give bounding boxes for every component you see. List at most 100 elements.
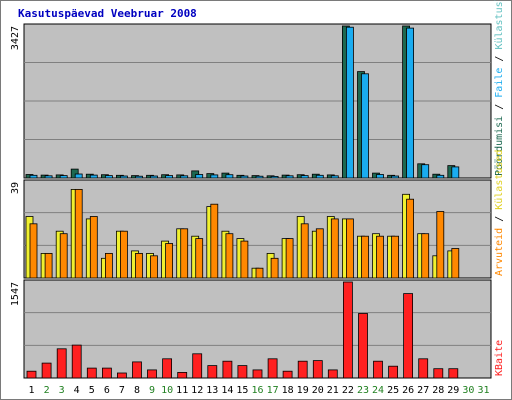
x-label-day-9: 9 (149, 385, 155, 396)
bar-requests-faile-day-26 (406, 27, 415, 179)
x-label-day-15: 15 (236, 385, 248, 396)
bar-requests-faile-day-11 (180, 175, 189, 179)
bar-visits-arvuteid-day-19 (300, 223, 309, 279)
bar-requests-faile-day-8 (135, 175, 143, 179)
bar-kbytes-kbaite-day-1 (26, 370, 37, 379)
bar-visits-arvuteid-day-9 (150, 255, 158, 279)
bar-visits-arvuteid-day-10 (165, 243, 174, 279)
bar-requests-faile-day-1 (29, 174, 38, 179)
bar-requests-faile-day-16 (255, 175, 264, 179)
kbytes-panel (23, 279, 492, 379)
legend-sites: Arvuteid (494, 228, 505, 276)
bar-kbytes-kbaite-day-17 (267, 358, 278, 379)
bar-requests-faile-day-10 (165, 175, 174, 179)
bar-kbytes-kbaite-day-21 (327, 369, 338, 379)
requests-ymax-label: 3427 (10, 26, 21, 50)
bar-kbytes-kbaite-day-23 (358, 313, 368, 379)
bar-visits-arvuteid-day-6 (105, 252, 113, 279)
bar-visits-arvuteid-day-28 (436, 211, 445, 279)
bar-kbytes-kbaite-day-15 (237, 365, 248, 379)
x-label-day-8: 8 (134, 385, 140, 396)
x-label-day-2: 2 (44, 385, 50, 396)
bar-kbytes-kbaite-day-20 (312, 360, 323, 379)
bar-visits-arvuteid-day-11 (180, 228, 189, 279)
bar-kbytes-kbaite-day-16 (252, 369, 263, 379)
bar-visits-arvuteid-day-12 (195, 238, 204, 279)
bar-requests-faile-day-22 (345, 26, 354, 179)
x-label-day-20: 20 (312, 385, 324, 396)
bar-visits-arvuteid-day-27 (421, 233, 430, 279)
bar-kbytes-kbaite-day-14 (222, 360, 233, 379)
bar-kbytes-kbaite-day-28 (433, 368, 444, 379)
bar-kbytes-kbaite-day-9 (147, 369, 157, 379)
bar-visits-arvuteid-day-3 (59, 233, 68, 279)
bar-kbytes-kbaite-day-12 (192, 353, 203, 379)
x-label-day-23: 23 (357, 385, 369, 396)
bar-requests-faile-day-5 (89, 174, 98, 179)
bar-requests-faile-day-24 (376, 174, 384, 179)
bar-kbytes-kbaite-day-11 (177, 371, 188, 379)
bar-visits-arvuteid-day-14 (225, 233, 234, 279)
bar-requests-faile-day-25 (391, 175, 400, 179)
bar-kbytes-kbaite-day-22 (342, 281, 353, 379)
bar-kbytes-kbaite-day-5 (86, 367, 97, 379)
x-label-day-21: 21 (327, 385, 339, 396)
bar-visits-arvuteid-day-26 (406, 198, 415, 279)
x-label-day-25: 25 (387, 385, 399, 396)
x-label-day-18: 18 (282, 385, 294, 396)
legend-pages: Pöördumisi (494, 116, 505, 176)
bar-requests-faile-day-18 (285, 175, 294, 179)
bar-requests-faile-day-9 (150, 175, 158, 179)
bar-requests-faile-day-4 (74, 173, 83, 179)
bar-visits-arvuteid-day-1 (29, 223, 38, 279)
visits-ymax-label: 39 (10, 182, 21, 194)
x-label-day-6: 6 (104, 385, 110, 396)
bar-visits-arvuteid-day-20 (315, 228, 324, 279)
bar-visits-arvuteid-day-23 (361, 235, 369, 279)
x-label-day-13: 13 (206, 385, 218, 396)
x-label-day-22: 22 (342, 385, 354, 396)
bar-visits-arvuteid-day-21 (330, 218, 339, 279)
bar-requests-faile-day-27 (421, 164, 430, 179)
x-axis-labels: 1 2 3 4 5 6 7 8 9 10 11 12 13 14 15 16 17 18 19 20 21 22 23 24 2… (28, 385, 489, 396)
bar-requests-faile-day-2 (44, 175, 53, 179)
plot-area (23, 279, 492, 379)
bar-visits-arvuteid-day-29 (451, 248, 460, 279)
x-label-day-14: 14 (221, 385, 233, 396)
bar-visits-arvuteid-day-16 (255, 267, 264, 279)
x-label-day-16: 16 (251, 385, 263, 396)
bar-requests-faile-day-6 (105, 175, 113, 179)
legend-visits: Külastused (494, 150, 505, 210)
x-label-day-31: 31 (477, 385, 489, 396)
bar-kbytes-kbaite-day-29 (448, 368, 459, 379)
legend-kbytes: KBaite (494, 340, 505, 376)
x-label-day-5: 5 (89, 385, 95, 396)
bar-requests-faile-day-20 (315, 174, 324, 179)
bar-requests-faile-day-15 (240, 175, 249, 179)
x-label-day-10: 10 (161, 385, 173, 396)
bar-requests-faile-day-28 (436, 174, 445, 179)
bar-visits-arvuteid-day-18 (285, 238, 294, 279)
bar-kbytes-kbaite-day-10 (162, 358, 173, 379)
bar-requests-faile-day-17 (270, 175, 279, 179)
bar-visits-arvuteid-day-24 (376, 235, 384, 279)
bar-requests-faile-day-7 (120, 175, 128, 179)
x-label-day-12: 12 (191, 385, 203, 396)
x-label-day-3: 3 (59, 385, 65, 396)
x-label-day-7: 7 (119, 385, 125, 396)
bar-kbytes-kbaite-day-8 (132, 361, 142, 379)
bar-kbytes-kbaite-day-13 (207, 365, 218, 379)
bar-requests-faile-day-19 (300, 175, 309, 179)
bar-visits-arvuteid-day-13 (210, 203, 219, 279)
bar-kbytes-kbaite-day-4 (71, 344, 82, 379)
bar-visits-arvuteid-day-4 (74, 188, 83, 279)
bar-kbytes-kbaite-day-3 (56, 348, 67, 379)
x-label-day-17: 17 (267, 385, 279, 396)
kbytes-ymax-label: 1547 (10, 282, 21, 306)
x-label-day-1: 1 (28, 385, 34, 396)
bar-requests-faile-day-29 (451, 166, 460, 179)
x-label-day-19: 19 (297, 385, 309, 396)
bar-kbytes-kbaite-day-19 (297, 360, 308, 379)
bar-visits-arvuteid-day-17 (270, 257, 279, 279)
